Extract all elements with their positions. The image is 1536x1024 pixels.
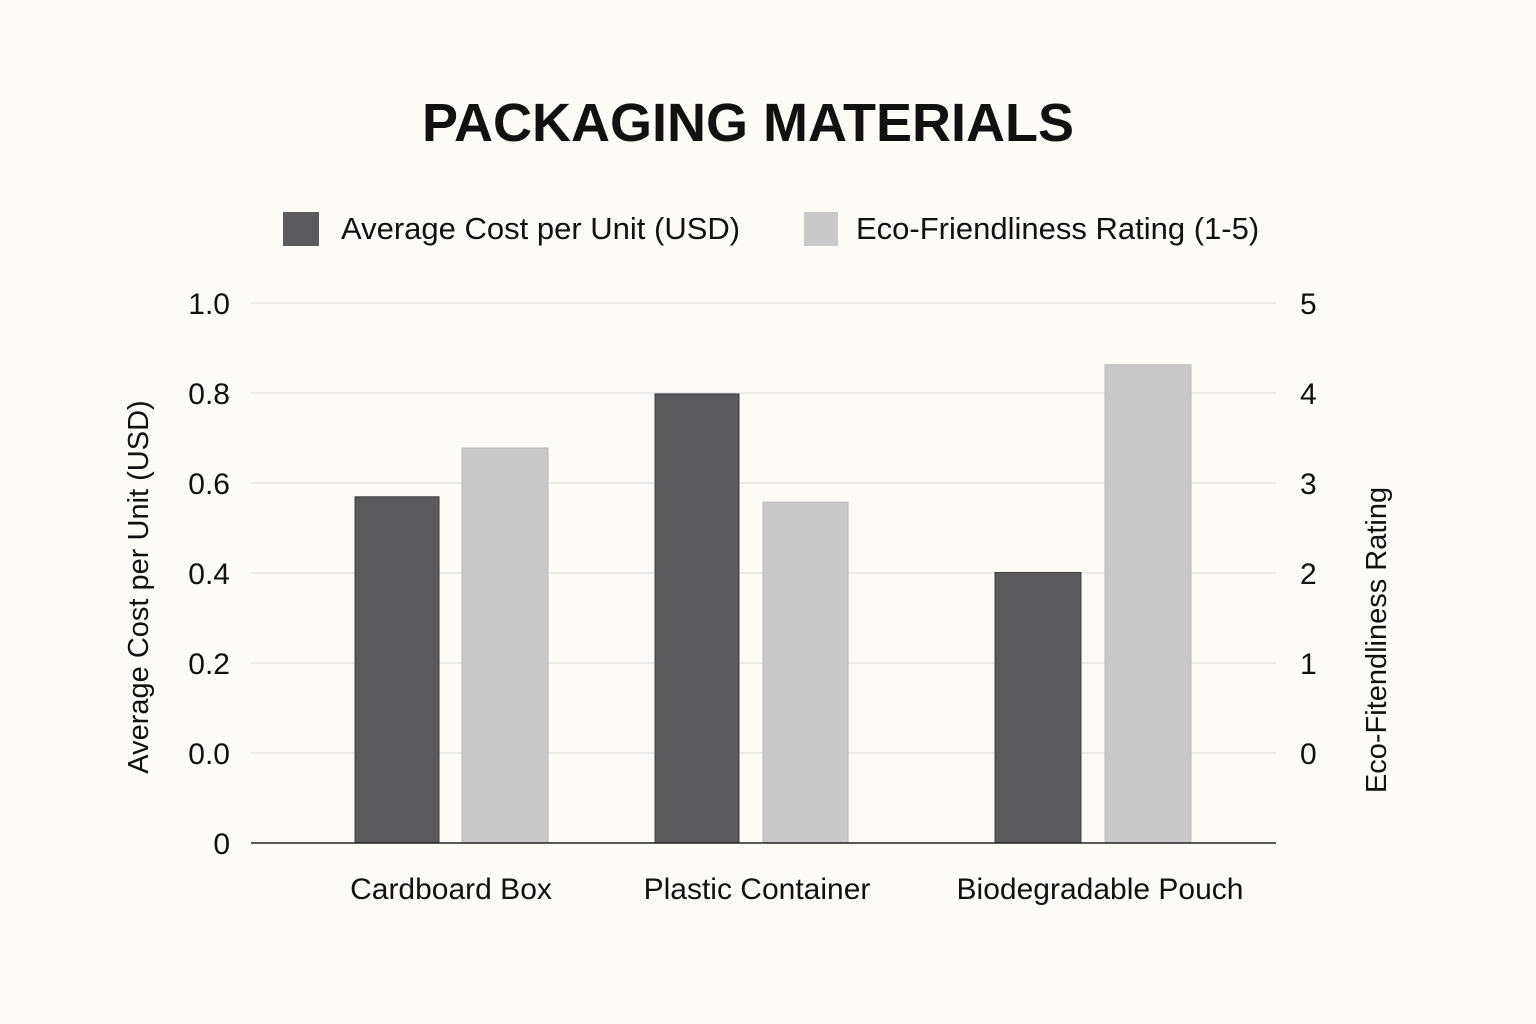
right-y-tick-label: 2	[1300, 558, 1317, 591]
legend-swatch-eco-rating	[804, 212, 838, 246]
left-y-tick-label: 1.0	[188, 288, 230, 321]
chart-title: PACKAGING MATERIALS	[422, 93, 1074, 153]
right-y-tick-label: 5	[1300, 288, 1317, 321]
left-y-axis-ticks: 1.0 0.8 0.6 0.4 0.2 0.0 0	[188, 288, 230, 861]
right-y-tick-label: 3	[1300, 468, 1317, 501]
right-y-tick-label: 4	[1300, 378, 1317, 411]
legend-label-eco-rating: Eco-Friendliness Rating (1-5)	[856, 211, 1259, 246]
legend-label-average-cost: Average Cost per Unit (USD)	[341, 211, 740, 246]
x-category-label: Biodegradable Pouch	[957, 873, 1244, 906]
bar-average-cost	[354, 496, 440, 844]
x-axis-category-labels: Cardboard Box Plastic Container Biodegrada…	[350, 873, 1243, 906]
left-y-tick-label: 0.6	[188, 468, 230, 501]
x-category-label: Plastic Container	[644, 873, 871, 906]
right-y-axis-ticks: 5 4 3 2 1 0	[1300, 288, 1317, 771]
left-y-tick-label: 0.4	[188, 558, 230, 591]
right-y-tick-label: 0	[1300, 738, 1317, 771]
bar-eco-rating	[1104, 364, 1192, 844]
legend-swatch-average-cost	[283, 212, 319, 246]
bar-eco-rating	[461, 447, 549, 844]
left-y-tick-label: 0.2	[188, 648, 230, 681]
bar-average-cost	[994, 572, 1082, 844]
bars	[354, 364, 1192, 844]
bar-eco-rating	[762, 501, 849, 844]
legend: Average Cost per Unit (USD) Eco-Friendli…	[283, 211, 1259, 246]
right-y-tick-label: 1	[1300, 648, 1317, 681]
left-y-tick-label: 0	[213, 828, 230, 861]
left-y-tick-label: 0.0	[188, 738, 230, 771]
left-y-axis-title: Average Cost per Unit (USD)	[123, 400, 155, 773]
bar-average-cost	[654, 393, 740, 844]
right-y-axis-title: Eco-Fitendliness Rating	[1361, 487, 1393, 793]
left-y-tick-label: 0.8	[188, 378, 230, 411]
x-category-label: Cardboard Box	[350, 873, 552, 906]
